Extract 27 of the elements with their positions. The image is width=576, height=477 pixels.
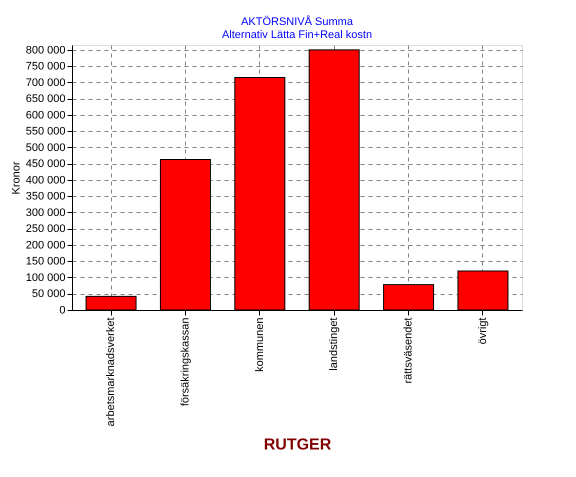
chart-title: AKTÖRSNIVÅ Summa [241, 14, 354, 28]
y-tick-label: 100 000 [26, 272, 66, 284]
x-axis-title: RUTGER [264, 436, 332, 454]
y-tick-label: 50 000 [32, 288, 66, 300]
x-tick-label: kommunen [254, 318, 266, 372]
x-tick-label: rättsväsendet [402, 318, 415, 384]
chart-subtitle: Alternativ Lätta Fin+Real kostn [222, 28, 372, 41]
y-tick-label: 600 000 [26, 109, 66, 122]
y-tick-label: 650 000 [26, 93, 66, 106]
y-tick-label: 400 000 [26, 174, 66, 186]
y-tick-label: 300 000 [26, 206, 66, 219]
y-tick-label: 250 000 [26, 223, 66, 236]
x-tick-label: försäkringskassan [179, 318, 192, 406]
y-tick-label: 550 000 [26, 126, 66, 138]
y-tick-label: 500 000 [26, 142, 66, 154]
y-tick-label: 350 000 [26, 190, 66, 203]
y-tick-label: 200 000 [26, 239, 66, 252]
y-tick-label: 450 000 [26, 158, 66, 170]
y-tick-label: 700 000 [26, 76, 66, 89]
y-tick-label: 750 000 [26, 60, 66, 73]
x-tick-label: arbetsmarknadsverket [105, 318, 118, 426]
x-tick-label: övrigt [476, 318, 489, 344]
x-tick-label: landstinget [328, 318, 340, 371]
y-tick-label: 150 000 [26, 256, 66, 268]
y-tick-label: 0 [59, 304, 66, 316]
y-tick-label: 800 000 [26, 44, 66, 56]
y-axis-title: Kronor [10, 161, 23, 195]
